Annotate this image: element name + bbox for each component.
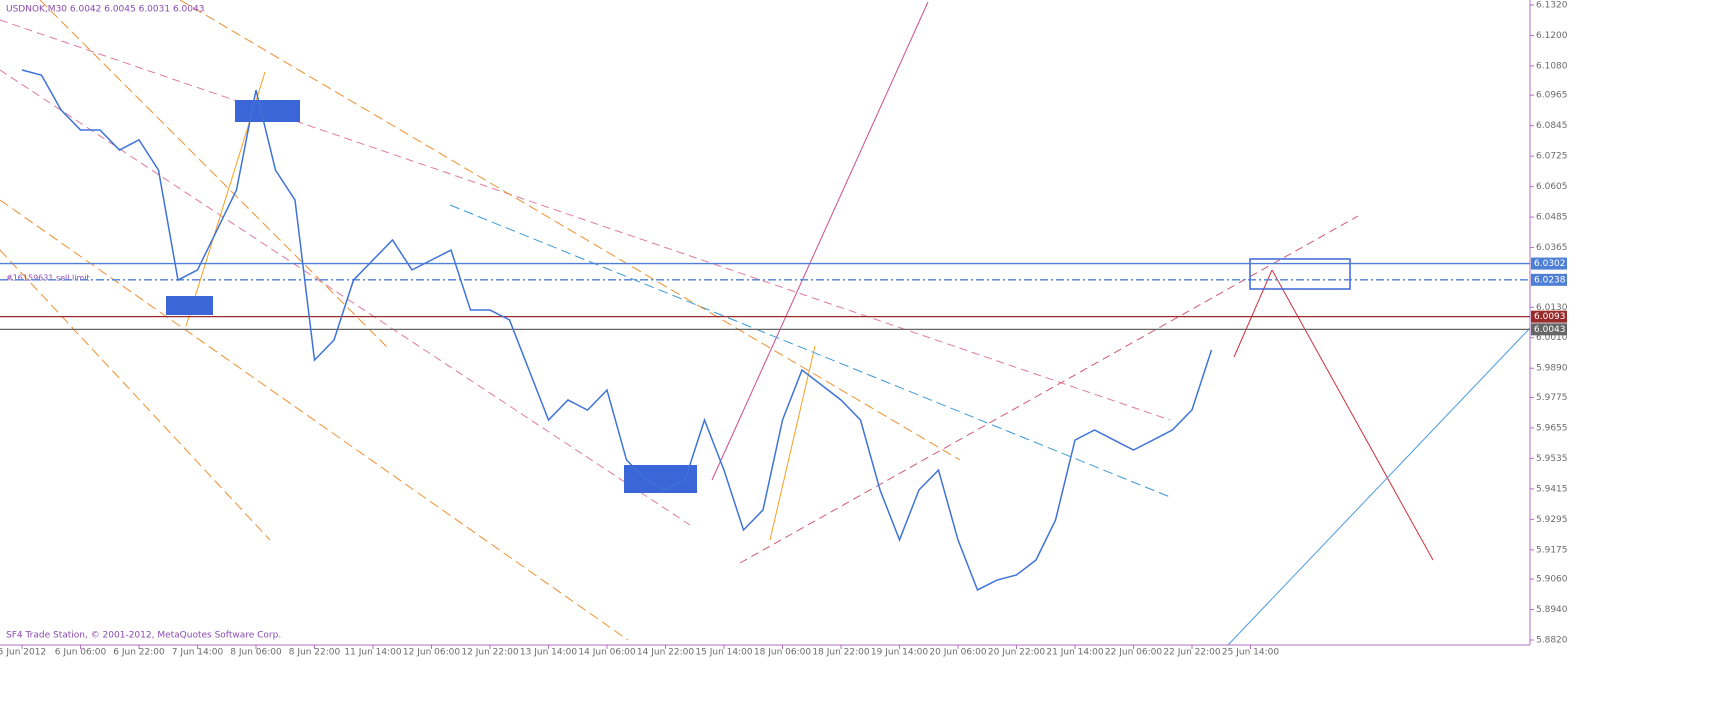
y-tick-label: 5.9655 bbox=[1536, 423, 1568, 433]
x-tick-label: 22 Jun 06:00 bbox=[1105, 648, 1162, 658]
x-tick-label: 7 Jun 14:00 bbox=[172, 648, 224, 658]
trend-line bbox=[449, 204, 1171, 498]
trend-line bbox=[0, 19, 1171, 421]
y-tick-label: 5.9775 bbox=[1536, 393, 1568, 403]
zone bbox=[166, 296, 213, 315]
y-tick-label: 5.9535 bbox=[1536, 454, 1568, 464]
y-tick-label: 5.9060 bbox=[1536, 575, 1568, 585]
x-tick-label: 19 Jun 14:00 bbox=[871, 648, 928, 658]
projection-line bbox=[1271, 269, 1434, 561]
price-level-tag bbox=[1531, 257, 1567, 270]
y-tick-label: 6.1080 bbox=[1536, 61, 1568, 71]
zone bbox=[235, 100, 300, 122]
trend-line bbox=[0, 249, 271, 541]
trend-line bbox=[179, 0, 961, 461]
trend-line bbox=[711, 1, 929, 481]
x-tick-label: 8 Jun 22:00 bbox=[289, 648, 341, 658]
x-tick-label: 25 Jun 14:00 bbox=[1222, 648, 1279, 658]
price-level-tag bbox=[1531, 310, 1567, 323]
trend-line bbox=[0, 199, 629, 641]
price-level-label: 6.0238 bbox=[1534, 275, 1566, 285]
drawings bbox=[0, 0, 1531, 646]
trend-line bbox=[1227, 327, 1531, 646]
x-tick-label: 6 Jun 22:00 bbox=[113, 648, 165, 658]
price-level-label: 6.0043 bbox=[1534, 325, 1566, 335]
y-tick-label: 6.0605 bbox=[1536, 182, 1568, 192]
x-tick-label: 20 Jun 06:00 bbox=[929, 648, 986, 658]
y-tick-label: 5.9415 bbox=[1536, 484, 1568, 494]
y-tick-label: 5.8820 bbox=[1536, 636, 1568, 646]
y-tick-label: 6.1320 bbox=[1536, 1, 1568, 11]
x-tick-label: 12 Jun 22:00 bbox=[461, 648, 518, 658]
x-tick-label: 18 Jun 06:00 bbox=[754, 648, 811, 658]
footer: SF4 Trade Station, © 2001-2012, MetaQuot… bbox=[6, 631, 281, 641]
x-tick-label: 21 Jun 14:00 bbox=[1046, 648, 1103, 658]
price-line bbox=[21, 69, 1213, 592]
x-tick-label: 6 Jun 06:00 bbox=[55, 648, 107, 658]
y-tick-label: 6.0845 bbox=[1536, 121, 1568, 131]
x-tick-label: 5 Jun 2012 bbox=[0, 648, 46, 658]
x-tick-label: 18 Jun 22:00 bbox=[812, 648, 869, 658]
y-tick-label: 6.0130 bbox=[1536, 303, 1568, 313]
y-tick-label: 6.0365 bbox=[1536, 243, 1568, 253]
price-level-tag bbox=[1531, 323, 1567, 336]
x-tick-label: 13 Jun 14:00 bbox=[520, 648, 577, 658]
y-tick-label: 6.1200 bbox=[1536, 31, 1568, 41]
x-tick-label: 11 Jun 14:00 bbox=[344, 648, 401, 658]
x-tick-label: 20 Jun 22:00 bbox=[988, 648, 1045, 658]
chart-title: USDNOK,M30 6.0042 6.0045 6.0031 6.0043 bbox=[6, 5, 204, 15]
annotation: #16159631 sell limit bbox=[6, 274, 90, 283]
y-tick-label: 6.0965 bbox=[1536, 91, 1568, 101]
x-tick-label: 12 Jun 06:00 bbox=[403, 648, 460, 658]
y-tick-label: 5.9295 bbox=[1536, 515, 1568, 525]
x-tick-label: 15 Jun 14:00 bbox=[695, 648, 752, 658]
zone bbox=[1249, 258, 1351, 290]
y-tick-label: 6.0485 bbox=[1536, 213, 1568, 223]
price-level-label: 6.0302 bbox=[1534, 259, 1566, 269]
y-tick-label: 6.0010 bbox=[1536, 333, 1568, 343]
y-tick-label: 5.9890 bbox=[1536, 364, 1568, 374]
x-tick-label: 14 Jun 06:00 bbox=[578, 648, 635, 658]
x-tick-label: 8 Jun 06:00 bbox=[230, 648, 282, 658]
trend-line bbox=[39, 0, 391, 351]
trend-line bbox=[769, 345, 816, 541]
trend-line bbox=[739, 215, 1359, 564]
x-tick-label: 14 Jun 22:00 bbox=[637, 648, 694, 658]
projection-line bbox=[1233, 269, 1273, 358]
price-level-tag bbox=[1531, 273, 1567, 286]
y-tick-label: 5.9175 bbox=[1536, 545, 1568, 555]
x-tick-label: 22 Jun 22:00 bbox=[1163, 648, 1220, 658]
y-tick-label: 5.8940 bbox=[1536, 605, 1568, 615]
y-tick-label: 6.0725 bbox=[1536, 152, 1568, 162]
price-level-label: 6.0093 bbox=[1534, 312, 1566, 322]
